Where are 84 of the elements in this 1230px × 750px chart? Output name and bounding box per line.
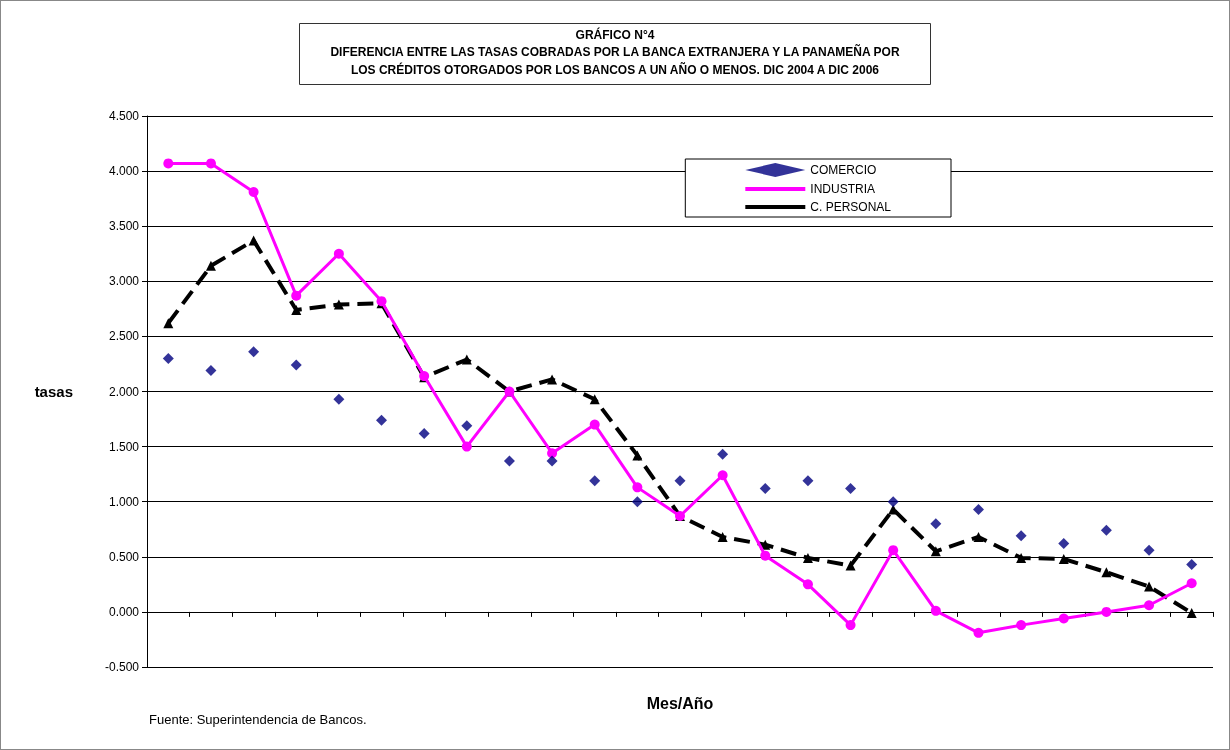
point [632, 450, 643, 461]
point [888, 545, 899, 556]
point [162, 352, 174, 364]
point [290, 359, 302, 371]
point [248, 187, 259, 198]
point [503, 455, 515, 467]
point [674, 475, 686, 487]
y-tick-label: 0.000 [108, 604, 140, 619]
point [1144, 600, 1155, 611]
point [1100, 524, 1112, 536]
point [205, 158, 216, 169]
point [248, 235, 259, 246]
y-axis-title: tasas [34, 383, 73, 400]
point [631, 496, 643, 508]
point [376, 414, 388, 426]
point [589, 475, 601, 487]
point [205, 260, 216, 271]
point [802, 475, 814, 487]
point [1015, 530, 1027, 542]
point [973, 531, 984, 542]
point [1058, 554, 1069, 564]
y-tick-label: 3.500 [108, 219, 140, 234]
y-tick-label: 3.000 [108, 274, 140, 289]
x-axis-title: Mes/Año [646, 694, 714, 712]
point [717, 448, 729, 460]
chart-subtitle: DIFERENCIA ENTRE LAS TASAS COBRADAS POR LA BANCA EXTRANJERA Y LA PANAMEÑA POR LOS CRÉDITOS OTORGADOS POR LOS BANCOS A UN AÑO O MENOS. DIC 2004 A DIC 2006 [330, 44, 900, 77]
point [930, 546, 941, 557]
point [973, 627, 984, 638]
point [333, 299, 344, 310]
point [802, 552, 813, 563]
point [291, 290, 302, 301]
chart-title: GRÁFICO N°4 [575, 27, 655, 42]
point [1143, 544, 1155, 556]
point [759, 482, 771, 494]
point [333, 393, 345, 405]
y-tick-label: 2.500 [108, 329, 140, 344]
y-tick-label: 1.500 [108, 439, 140, 454]
point [845, 482, 857, 494]
point [845, 620, 856, 631]
point [930, 518, 942, 530]
point [547, 374, 558, 385]
point [461, 420, 473, 432]
point [546, 455, 558, 467]
point [1016, 620, 1027, 631]
point [845, 560, 856, 571]
point [461, 354, 472, 365]
y-tick-label: 2.000 [108, 384, 140, 399]
point [1101, 567, 1112, 578]
point [163, 158, 174, 169]
point [972, 503, 984, 515]
point [887, 496, 899, 508]
point [1058, 538, 1070, 550]
point [418, 427, 430, 439]
point [1016, 552, 1027, 563]
point [589, 394, 600, 405]
y-tick-label: 0.500 [108, 549, 140, 564]
point [760, 550, 771, 561]
point [461, 441, 472, 452]
point [1186, 608, 1197, 618]
point [717, 470, 728, 481]
legend-label: COMERCIO [810, 163, 877, 177]
y-tick-label: -0.500 [104, 660, 140, 674]
point [802, 579, 813, 590]
y-tick-label: 4.000 [108, 164, 140, 179]
point [547, 448, 558, 459]
point [1186, 559, 1198, 571]
point [291, 304, 302, 315]
point [1058, 613, 1069, 624]
y-tick-label: 4.500 [108, 109, 140, 123]
legend-label: INDUSTRIA [810, 182, 875, 196]
point [163, 318, 174, 329]
point [930, 605, 941, 616]
point [248, 346, 260, 358]
point [589, 419, 600, 430]
point [632, 482, 643, 493]
legend-label: C. PERSONAL [810, 200, 892, 214]
point [1186, 578, 1197, 589]
point [1144, 581, 1155, 592]
source-note: Fuente: Superintendencia de Bancos. [149, 712, 367, 727]
point [1101, 606, 1112, 617]
y-tick-label: 1.000 [108, 494, 140, 509]
point [205, 365, 217, 377]
point [717, 531, 728, 542]
point [333, 248, 344, 259]
